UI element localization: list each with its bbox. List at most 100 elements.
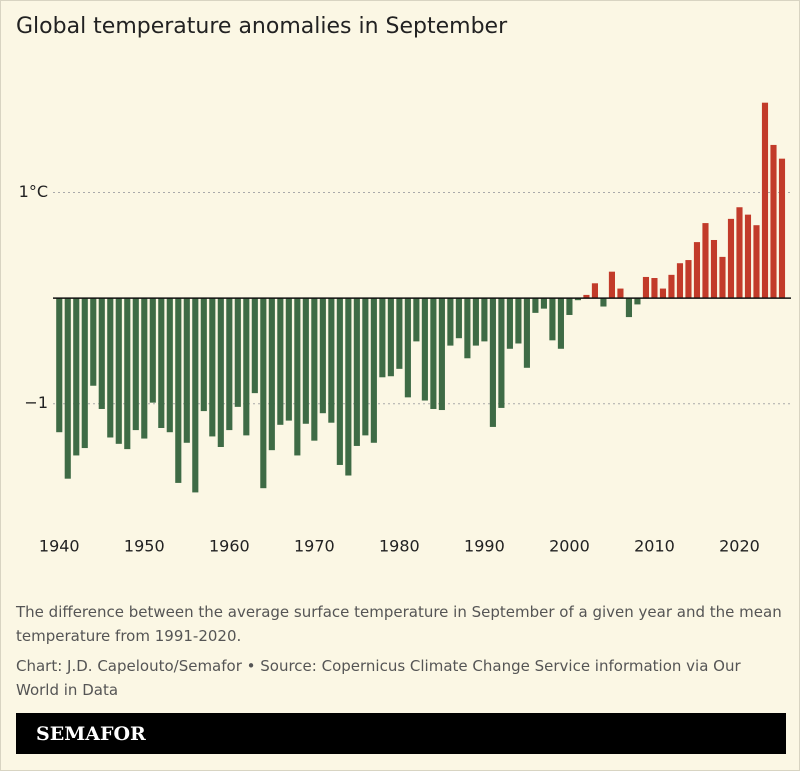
bar	[379, 298, 386, 378]
bar	[447, 298, 454, 346]
bar	[268, 298, 275, 451]
bar	[583, 294, 590, 299]
chart-source: Chart: J.D. Capelouto/Semafor • Source: …	[16, 657, 741, 699]
bar	[498, 298, 505, 408]
bar	[464, 298, 471, 359]
chart: Global temperature anomalies in Septembe…	[16, 14, 791, 556]
bar	[625, 298, 633, 318]
bar	[515, 298, 522, 344]
x-tick-label: 1950	[124, 537, 165, 556]
bar	[285, 298, 292, 421]
x-tick-label: 2010	[634, 537, 675, 556]
bar	[659, 288, 667, 299]
bar	[319, 298, 326, 414]
bar	[226, 298, 233, 431]
bar	[234, 298, 241, 407]
bar	[404, 298, 411, 398]
bar	[744, 214, 752, 299]
bar	[761, 102, 769, 299]
bar	[217, 298, 224, 447]
bar	[574, 298, 581, 301]
bar	[243, 298, 250, 436]
bar	[81, 298, 88, 449]
bar	[557, 298, 564, 349]
bar	[56, 298, 63, 433]
x-tick-label: 2000	[549, 537, 590, 556]
brand-bar: SEMAFOR	[16, 713, 786, 754]
bar	[353, 298, 360, 446]
x-tick-label: 1990	[464, 537, 505, 556]
bar	[107, 298, 114, 438]
bar	[124, 298, 131, 450]
bar	[294, 298, 301, 456]
bar	[387, 298, 394, 377]
brand: SEMAFOR	[36, 723, 146, 745]
bar	[200, 298, 207, 412]
bar	[260, 298, 267, 489]
y-tick-label: 1°C	[19, 182, 48, 201]
bar	[166, 298, 173, 433]
bar	[98, 298, 105, 409]
chart-note: The difference between the average surfa…	[16, 603, 782, 645]
bar	[702, 223, 709, 299]
bar	[132, 298, 139, 431]
bar	[753, 225, 760, 299]
bar	[710, 239, 718, 299]
bar	[345, 298, 352, 476]
bar	[430, 298, 437, 409]
bar	[736, 207, 743, 299]
bar	[413, 298, 420, 342]
bar	[277, 298, 284, 425]
bar	[549, 298, 556, 341]
y-tick-label: −1	[24, 393, 48, 412]
bar	[396, 298, 403, 369]
bar	[668, 274, 675, 299]
bar	[481, 298, 488, 342]
bar	[506, 298, 513, 349]
bar	[115, 298, 122, 444]
bar	[676, 263, 684, 299]
bar	[566, 298, 573, 315]
bar	[302, 298, 309, 424]
bar	[489, 298, 496, 427]
bar	[64, 298, 71, 479]
bar	[158, 298, 165, 428]
bar	[540, 298, 547, 309]
x-tick-label: 2020	[719, 537, 760, 556]
x-tick-label: 1980	[379, 537, 420, 556]
bar	[770, 144, 777, 299]
bar	[472, 298, 479, 346]
bar	[183, 298, 190, 443]
bar	[455, 298, 462, 339]
bar	[693, 242, 701, 299]
bar	[362, 298, 369, 436]
bar	[90, 298, 97, 386]
bar	[642, 276, 650, 299]
bar	[727, 218, 735, 299]
bar	[209, 298, 216, 437]
bar	[175, 298, 182, 483]
bar	[311, 298, 318, 441]
bar	[141, 298, 148, 439]
bar	[608, 271, 615, 299]
bar	[438, 298, 445, 411]
chart-title: Global temperature anomalies in Septembe…	[16, 14, 508, 39]
bar	[251, 298, 258, 394]
x-tick-label: 1970	[294, 537, 335, 556]
bar	[370, 298, 377, 443]
bar	[523, 298, 530, 368]
bar	[192, 298, 199, 493]
bar	[600, 298, 607, 307]
bar	[532, 298, 539, 313]
bar	[73, 298, 80, 456]
bar	[685, 260, 692, 299]
bar	[778, 158, 786, 299]
x-tick-label: 1940	[39, 537, 80, 556]
bar	[651, 278, 658, 299]
bar	[336, 298, 343, 465]
bar	[591, 283, 598, 299]
bar	[421, 298, 428, 401]
bar	[617, 288, 624, 299]
bar	[719, 256, 726, 299]
